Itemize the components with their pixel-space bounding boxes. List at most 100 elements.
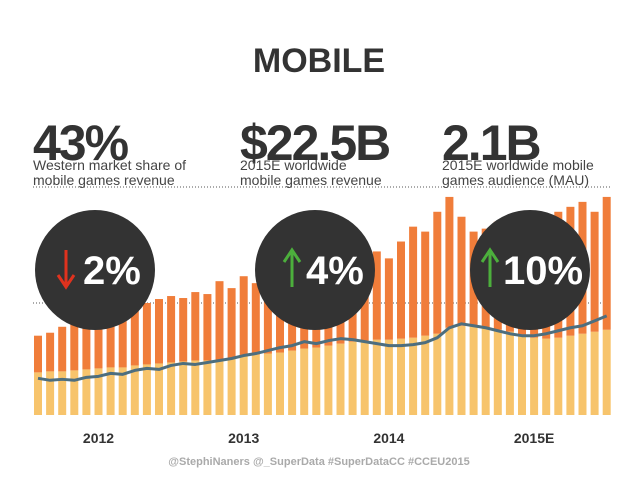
arrow-up bbox=[282, 247, 302, 287]
bar bbox=[167, 362, 176, 415]
x-tick-label: 2013 bbox=[228, 430, 259, 446]
bar bbox=[602, 196, 611, 330]
x-tick-label: 2014 bbox=[373, 430, 404, 446]
bar bbox=[542, 338, 551, 415]
stat-value: $22.5B bbox=[240, 115, 389, 171]
change-circles: 2% 4% 10% bbox=[35, 210, 590, 330]
bar bbox=[602, 329, 611, 415]
bar bbox=[312, 347, 321, 415]
bar bbox=[276, 352, 284, 415]
bar bbox=[445, 196, 454, 328]
bar bbox=[142, 302, 151, 365]
stat-value: 43% bbox=[33, 115, 129, 171]
circle bbox=[255, 210, 375, 330]
bar bbox=[409, 226, 418, 338]
bar bbox=[179, 298, 188, 362]
bar bbox=[421, 335, 430, 415]
bar bbox=[251, 354, 260, 415]
bar bbox=[203, 360, 212, 415]
chart: 2012 2013 2014 2015E bbox=[34, 196, 611, 446]
bar bbox=[348, 341, 357, 415]
bar bbox=[203, 294, 212, 361]
bar bbox=[251, 283, 260, 355]
stat-caption: mobile games revenue bbox=[240, 172, 382, 188]
bar bbox=[421, 231, 430, 336]
bar bbox=[155, 363, 163, 415]
bar bbox=[263, 353, 272, 415]
bar bbox=[518, 335, 526, 415]
bar bbox=[457, 216, 466, 326]
bar bbox=[118, 367, 127, 415]
bar bbox=[167, 296, 176, 363]
bar bbox=[397, 241, 405, 339]
bar bbox=[324, 345, 333, 415]
bar bbox=[179, 361, 188, 415]
bar bbox=[457, 325, 466, 415]
x-tick-label: 2012 bbox=[83, 430, 114, 446]
bar bbox=[433, 211, 442, 334]
bar bbox=[239, 355, 248, 415]
bar bbox=[155, 299, 163, 364]
bar bbox=[58, 326, 67, 372]
bar bbox=[493, 329, 502, 415]
stat-caption: Western market share of bbox=[33, 157, 186, 173]
bar bbox=[130, 305, 139, 366]
bar bbox=[554, 337, 563, 415]
bar bbox=[481, 327, 490, 415]
bar bbox=[130, 365, 139, 415]
footer: @StephiNaners @_SuperData #SuperDataCC #… bbox=[168, 456, 469, 468]
bar bbox=[300, 348, 309, 415]
bar bbox=[70, 370, 79, 415]
bar bbox=[590, 331, 599, 415]
bar bbox=[142, 364, 151, 415]
bar bbox=[469, 325, 478, 415]
stat-value: 2.1B bbox=[442, 115, 540, 171]
bar bbox=[94, 317, 103, 369]
bar bbox=[239, 276, 248, 356]
arrow-up bbox=[480, 247, 500, 287]
bar bbox=[566, 335, 575, 415]
bar bbox=[191, 292, 200, 361]
bar bbox=[384, 258, 393, 340]
bar bbox=[191, 360, 200, 415]
stat-caption: mobile games revenue bbox=[33, 172, 175, 188]
bar bbox=[70, 323, 79, 371]
bar bbox=[82, 320, 91, 370]
change: 10% bbox=[503, 249, 583, 293]
bar bbox=[227, 288, 236, 358]
bar bbox=[372, 339, 381, 415]
circle bbox=[35, 210, 155, 330]
stat-caption: 2015E worldwide mobile bbox=[442, 157, 594, 173]
bar bbox=[118, 309, 127, 368]
bar bbox=[288, 350, 297, 415]
x-tick-label: 2015E bbox=[514, 430, 554, 446]
bar bbox=[578, 333, 587, 415]
bar bbox=[505, 331, 514, 415]
bar bbox=[384, 339, 393, 415]
stat-caption: games audience (MAU) bbox=[442, 172, 589, 188]
arrow-down bbox=[56, 250, 76, 290]
bar bbox=[360, 340, 369, 415]
line bbox=[37, 314, 608, 382]
bar bbox=[34, 372, 42, 415]
bar bbox=[46, 371, 55, 415]
bar bbox=[409, 337, 418, 415]
bar bbox=[215, 359, 224, 415]
bar bbox=[227, 357, 236, 415]
bar bbox=[263, 270, 272, 354]
title: MOBILE bbox=[253, 42, 385, 80]
bar bbox=[433, 333, 442, 415]
bar bbox=[106, 367, 115, 415]
bar bbox=[82, 369, 91, 415]
bar bbox=[215, 281, 224, 360]
bar bbox=[530, 337, 539, 415]
bar bbox=[34, 335, 42, 373]
circle bbox=[470, 210, 590, 330]
bar bbox=[94, 368, 103, 415]
bar bbox=[336, 343, 345, 415]
change: 2% bbox=[83, 249, 141, 293]
bar bbox=[46, 332, 55, 372]
bar bbox=[397, 338, 405, 415]
